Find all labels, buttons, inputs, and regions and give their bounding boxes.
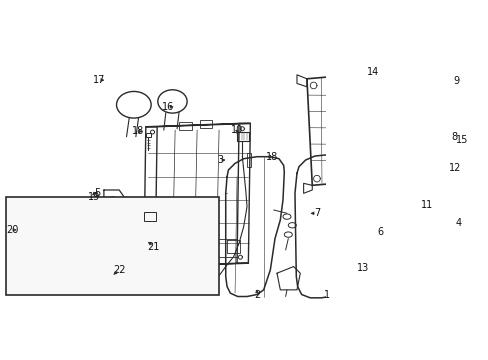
Bar xyxy=(452,84,456,87)
Text: 16: 16 xyxy=(162,102,174,112)
Bar xyxy=(143,212,156,221)
Text: 6: 6 xyxy=(376,227,383,237)
Bar xyxy=(6,197,219,295)
Text: 7: 7 xyxy=(313,208,320,218)
Text: 3: 3 xyxy=(217,155,223,165)
Bar xyxy=(200,120,212,128)
Text: 18: 18 xyxy=(265,152,278,162)
Ellipse shape xyxy=(158,90,187,113)
Text: 8: 8 xyxy=(451,132,457,142)
Text: 10: 10 xyxy=(230,125,243,135)
Text: 11: 11 xyxy=(420,200,432,210)
Text: 4: 4 xyxy=(455,218,461,228)
Text: 18: 18 xyxy=(132,126,144,136)
Text: 12: 12 xyxy=(447,163,460,173)
Text: 13: 13 xyxy=(357,263,369,273)
Text: 20: 20 xyxy=(6,225,19,235)
Bar xyxy=(145,134,151,138)
Text: 9: 9 xyxy=(453,76,459,86)
Bar xyxy=(246,153,250,167)
Text: 19: 19 xyxy=(88,192,100,202)
Bar xyxy=(430,84,434,87)
Text: 5: 5 xyxy=(94,188,100,198)
Bar xyxy=(179,122,192,130)
Ellipse shape xyxy=(116,91,151,118)
Text: 2: 2 xyxy=(253,289,260,300)
Text: 22: 22 xyxy=(113,265,125,275)
Text: 21: 21 xyxy=(147,242,160,252)
Text: 15: 15 xyxy=(455,135,468,145)
Text: 1: 1 xyxy=(323,289,329,300)
Text: 17: 17 xyxy=(93,75,105,85)
Text: 14: 14 xyxy=(366,67,379,77)
Bar xyxy=(237,132,248,141)
